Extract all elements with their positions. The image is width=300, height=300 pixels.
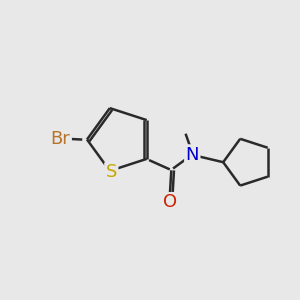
- Text: O: O: [163, 194, 177, 211]
- Text: S: S: [106, 164, 117, 181]
- Text: N: N: [185, 146, 199, 164]
- Text: Br: Br: [51, 130, 70, 148]
